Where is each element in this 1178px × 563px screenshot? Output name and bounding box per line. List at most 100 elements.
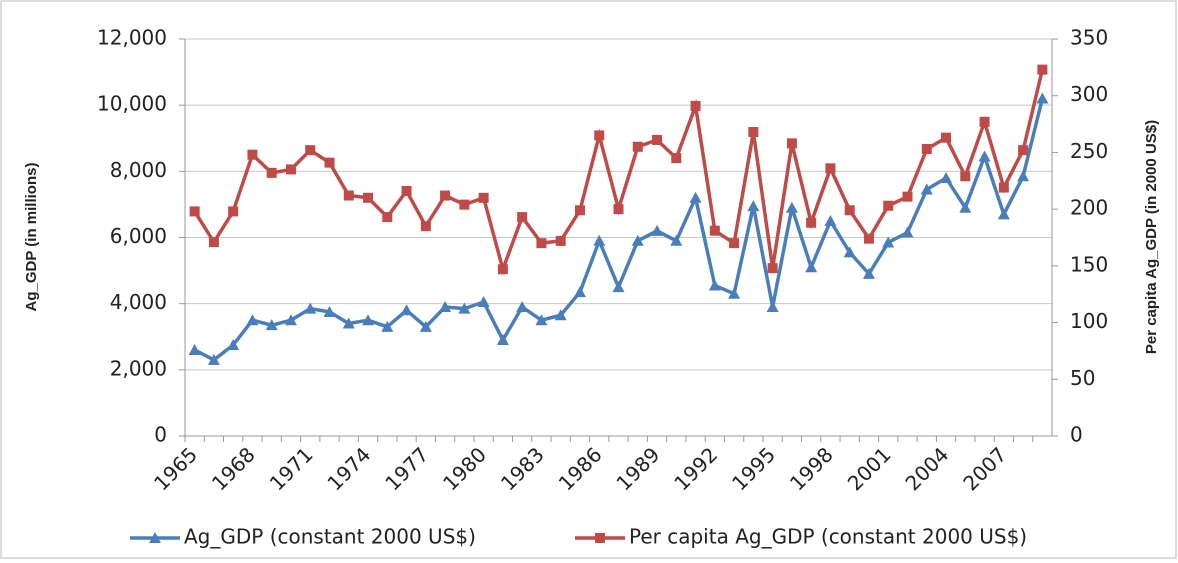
data-point bbox=[825, 163, 836, 174]
y2-tick-label: 350 bbox=[1070, 26, 1108, 50]
data-point bbox=[324, 157, 335, 168]
data-point bbox=[652, 134, 663, 145]
data-point bbox=[824, 214, 837, 226]
data-point bbox=[728, 287, 741, 299]
data-point bbox=[517, 212, 528, 223]
data-point bbox=[304, 302, 317, 314]
data-point bbox=[941, 132, 952, 143]
data-point bbox=[729, 238, 740, 249]
data-point bbox=[227, 339, 240, 351]
data-point bbox=[401, 185, 412, 196]
data-point bbox=[862, 267, 875, 279]
data-point bbox=[574, 205, 585, 216]
data-point bbox=[901, 226, 914, 238]
data-point bbox=[573, 286, 586, 298]
data-point bbox=[960, 171, 971, 182]
legend-marker bbox=[149, 532, 161, 543]
data-point bbox=[382, 212, 393, 223]
data-point bbox=[362, 314, 375, 326]
data-point bbox=[920, 183, 933, 195]
data-point bbox=[690, 100, 701, 111]
data-point bbox=[940, 171, 953, 183]
data-point bbox=[381, 320, 394, 332]
data-point bbox=[555, 235, 566, 246]
data-point bbox=[708, 279, 721, 291]
data-point bbox=[594, 130, 605, 141]
y2-tick-label: 250 bbox=[1070, 139, 1108, 163]
data-point bbox=[478, 192, 489, 203]
data-point bbox=[285, 164, 296, 175]
y-tick-label: 2,000 bbox=[110, 356, 167, 380]
data-point bbox=[208, 237, 219, 248]
data-point bbox=[420, 221, 431, 232]
data-point bbox=[459, 199, 470, 210]
data-point bbox=[785, 201, 798, 213]
data-point bbox=[806, 217, 817, 228]
data-point bbox=[363, 192, 374, 203]
y-tick-label: 10,000 bbox=[97, 92, 167, 116]
data-point bbox=[207, 353, 220, 365]
legend-marker bbox=[595, 533, 605, 543]
data-point bbox=[535, 314, 548, 326]
data-point bbox=[843, 246, 856, 258]
data-point bbox=[593, 234, 606, 246]
y-tick-label: 8,000 bbox=[110, 158, 167, 182]
y2-tick-label: 50 bbox=[1070, 366, 1095, 390]
data-point bbox=[959, 201, 972, 213]
data-point bbox=[979, 116, 990, 127]
data-point bbox=[246, 314, 259, 326]
data-point bbox=[305, 145, 316, 156]
data-point bbox=[863, 233, 874, 244]
data-point bbox=[1017, 170, 1030, 182]
data-point bbox=[458, 302, 471, 314]
y-tick-label: 6,000 bbox=[110, 224, 167, 248]
data-point bbox=[266, 167, 277, 178]
data-point bbox=[902, 191, 913, 202]
y-tick-label: 0 bbox=[154, 423, 167, 447]
data-point bbox=[612, 281, 625, 293]
y2-axis-title: Per capita Ag_GDP (in 2000 US$) bbox=[1143, 120, 1160, 354]
data-point bbox=[284, 314, 297, 326]
data-point bbox=[651, 224, 664, 236]
data-point bbox=[631, 234, 644, 246]
data-point bbox=[689, 191, 702, 203]
data-point bbox=[709, 225, 720, 236]
data-point bbox=[554, 309, 567, 321]
data-point bbox=[767, 263, 778, 274]
data-point bbox=[497, 264, 508, 275]
data-point bbox=[419, 320, 432, 332]
y2-tick-label: 150 bbox=[1070, 252, 1108, 276]
data-point bbox=[670, 234, 683, 246]
data-point bbox=[536, 238, 547, 249]
data-point bbox=[439, 300, 452, 312]
data-point bbox=[343, 190, 354, 201]
y-tick-label: 12,000 bbox=[97, 26, 167, 50]
data-point bbox=[477, 296, 490, 308]
y2-tick-label: 200 bbox=[1070, 196, 1108, 220]
data-point bbox=[189, 206, 200, 217]
y2-tick-label: 100 bbox=[1070, 309, 1108, 333]
data-point bbox=[671, 153, 682, 164]
data-point bbox=[440, 190, 451, 201]
data-point bbox=[883, 200, 894, 211]
data-point bbox=[805, 261, 818, 273]
legend-label: Per capita Ag_GDP (constant 2000 US$) bbox=[629, 525, 1027, 549]
y2-tick-label: 300 bbox=[1070, 82, 1108, 106]
data-point bbox=[882, 236, 895, 248]
data-point bbox=[1037, 64, 1048, 75]
legend-label: Ag_GDP (constant 2000 US$) bbox=[184, 525, 476, 549]
data-point bbox=[997, 208, 1010, 220]
data-point bbox=[342, 317, 355, 329]
data-point bbox=[844, 205, 855, 216]
data-point bbox=[496, 334, 509, 346]
data-point bbox=[632, 141, 643, 152]
data-point bbox=[998, 182, 1009, 193]
data-point bbox=[786, 138, 797, 149]
data-point bbox=[766, 300, 779, 312]
data-point bbox=[228, 206, 239, 217]
data-point bbox=[323, 305, 336, 317]
data-point bbox=[1036, 92, 1049, 104]
y2-tick-label: 0 bbox=[1070, 423, 1083, 447]
